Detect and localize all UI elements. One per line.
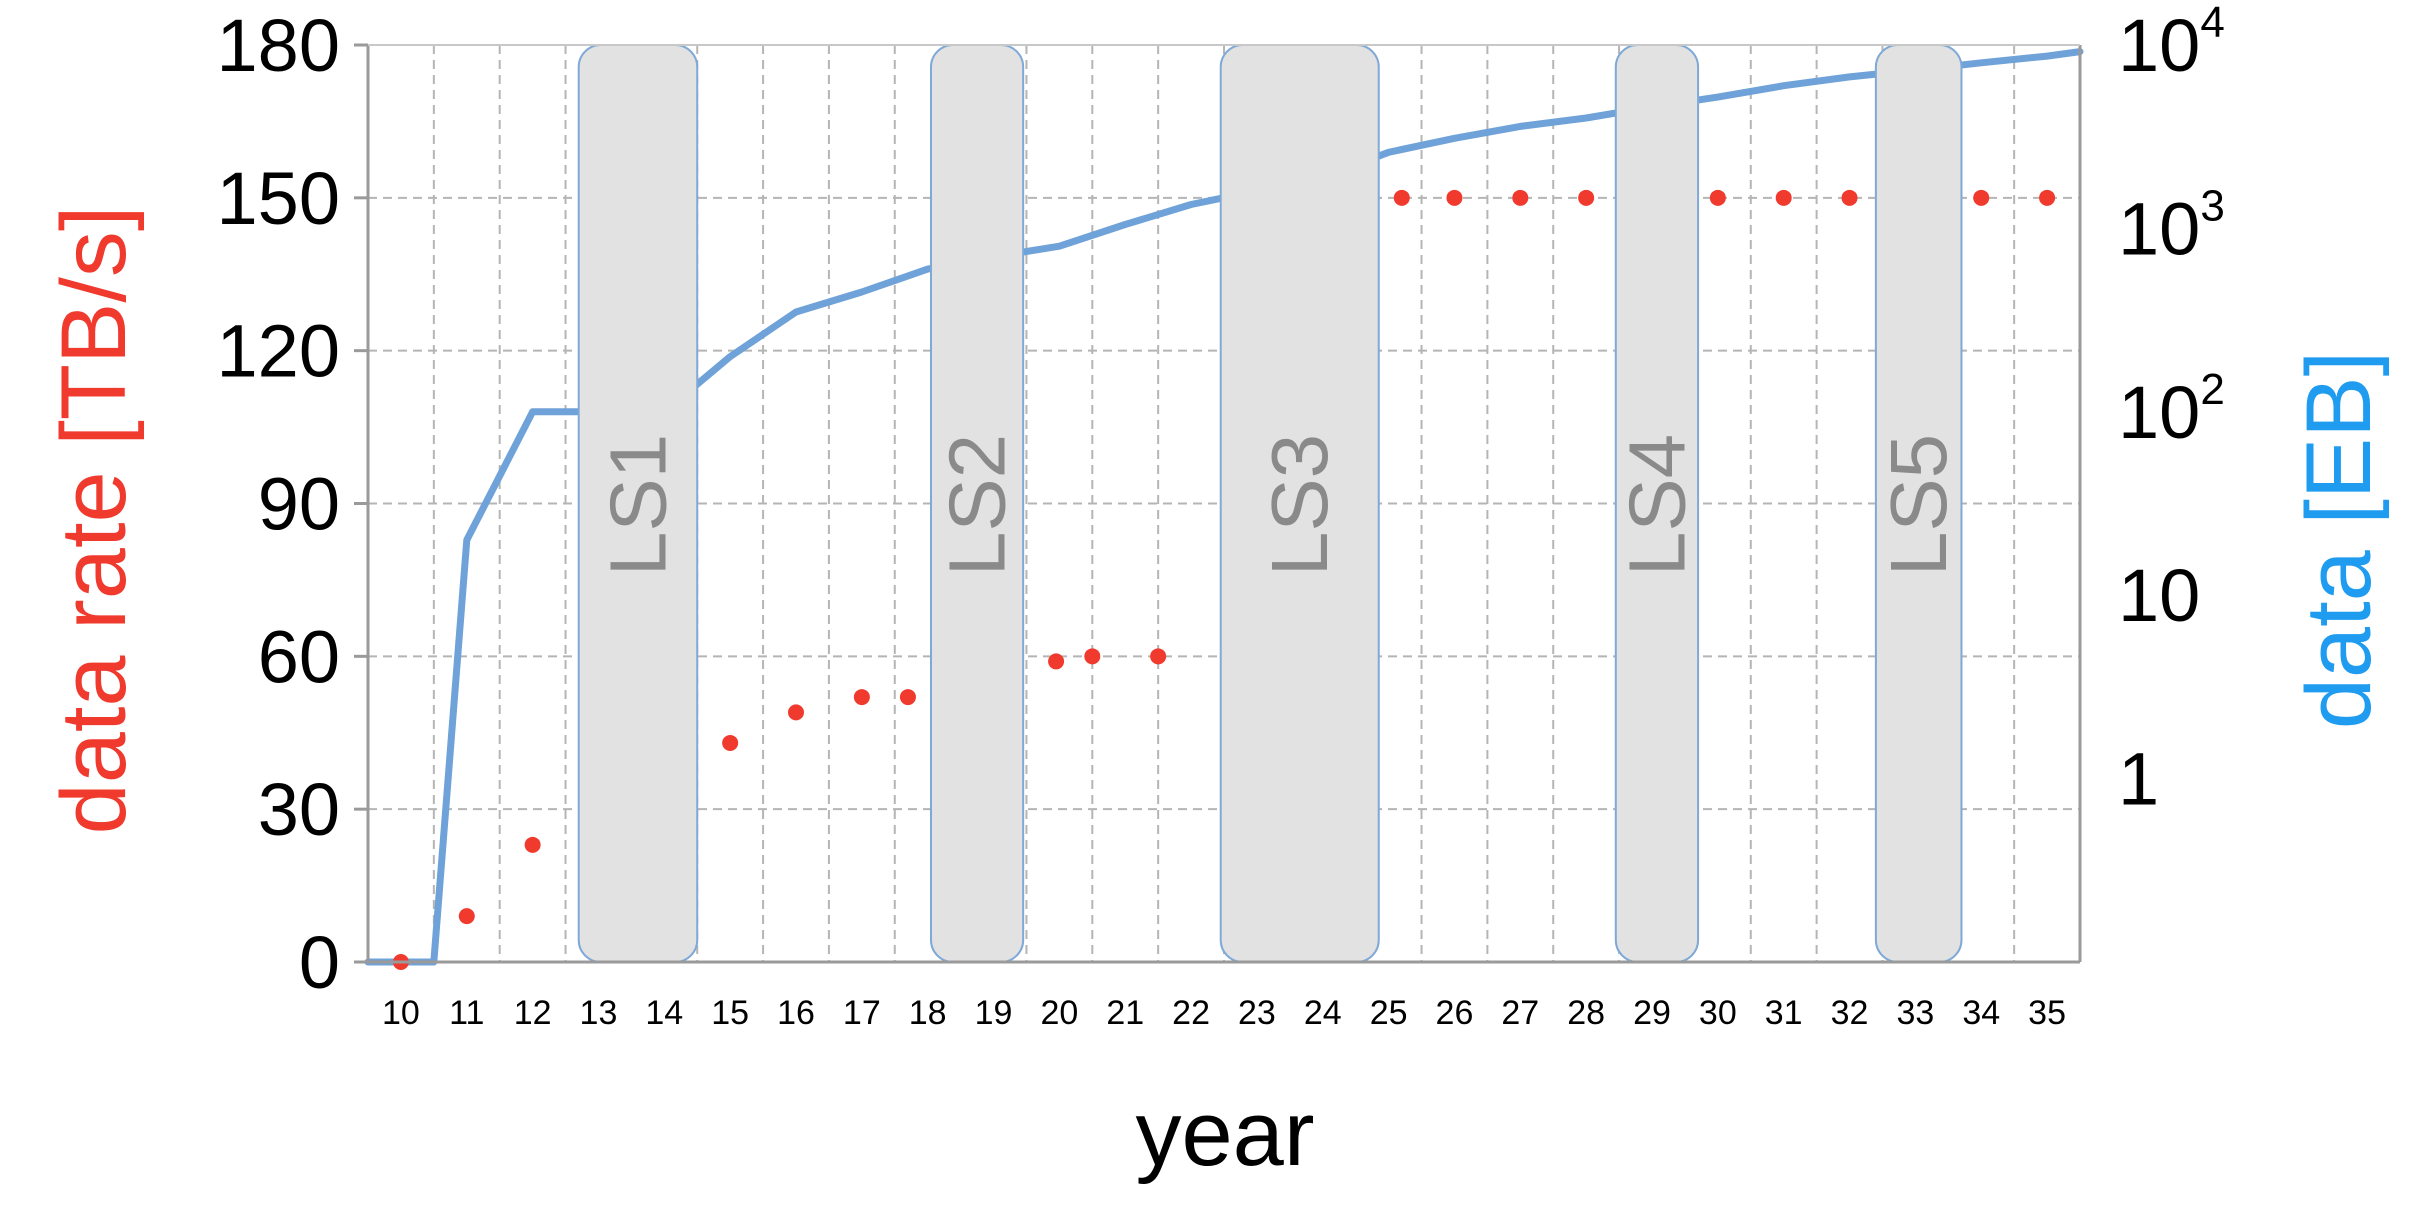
data-rate-point (1709, 189, 1726, 206)
x-tick-label: 26 (1436, 994, 1474, 1032)
x-tick-label: 16 (777, 994, 815, 1032)
left-tick-label: 0 (299, 921, 340, 1004)
right-tick-label: 103 (2118, 181, 2225, 270)
axis-titles: year data rate [TB/s] data [EB] (43, 206, 2390, 1185)
shutdown-label: LS4 (1612, 434, 1701, 576)
x-tick-label: 29 (1633, 994, 1671, 1032)
right-tick-base: 10 (2118, 4, 2200, 87)
shutdown-ls1: LS1 (577, 44, 699, 963)
right-tick-label: 10 (2118, 554, 2200, 637)
x-tick-label: 18 (909, 994, 947, 1032)
left-tick-label: 150 (217, 157, 340, 240)
right-tick-exponent: 3 (2200, 181, 2224, 230)
x-tick-label: 30 (1699, 994, 1737, 1032)
x-tick-label: 12 (514, 994, 552, 1032)
data-rate-point (722, 734, 739, 751)
data-rate-point (853, 689, 870, 706)
x-tick-label: 32 (1831, 994, 1869, 1032)
right-tick-base: 10 (2118, 554, 2200, 637)
left-tick-label: 180 (217, 4, 340, 87)
left-y-axis-title: data rate [TB/s] (43, 206, 145, 835)
shutdown-label: LS5 (1874, 434, 1963, 576)
shutdown-label: LS1 (593, 434, 682, 576)
x-tick-label: 34 (1962, 994, 2000, 1032)
x-tick-label: 27 (1501, 994, 1539, 1032)
right-tick-exponent: 4 (2200, 0, 2224, 47)
right-tick-base: 10 (2118, 187, 2200, 270)
data-rate-point (1578, 189, 1595, 206)
data-rate-point (2039, 189, 2056, 206)
x-tick-label: 28 (1567, 994, 1605, 1032)
x-tick-label: 22 (1172, 994, 1210, 1032)
x-tick-label: 23 (1238, 994, 1276, 1032)
data-rate-point (1512, 189, 1529, 206)
x-tick-label: 11 (449, 994, 484, 1032)
data-rate-point (1841, 189, 1858, 206)
x-tick-label: 19 (975, 994, 1013, 1032)
shutdown-ls2: LS2 (929, 44, 1025, 963)
data-rate-point (1084, 648, 1101, 665)
x-tick-label: 35 (2028, 994, 2066, 1032)
right-tick-label: 102 (2118, 365, 2225, 454)
right-tick-base: 10 (2118, 371, 2200, 454)
x-tick-label: 31 (1765, 994, 1803, 1032)
x-axis-title: year (1136, 1083, 1315, 1185)
data-rate-point (458, 908, 475, 925)
data-rate-point (1048, 653, 1065, 670)
data-rate-point (899, 689, 916, 706)
right-tick-label: 1 (2118, 738, 2159, 821)
data-rate-point (788, 704, 804, 721)
x-tick-label: 20 (1040, 994, 1078, 1032)
left-tick-label: 60 (258, 615, 340, 698)
shutdown-label: LS3 (1255, 434, 1344, 576)
shutdown-ls3: LS3 (1219, 44, 1380, 963)
x-tick-label: 14 (645, 994, 683, 1032)
shutdown-label: LS2 (933, 434, 1022, 576)
right-y-axis-title-unit: [EB] (2288, 351, 2390, 525)
data-rate-point (1973, 189, 1990, 206)
data-rate-point (1775, 189, 1792, 206)
left-tick-label: 30 (258, 768, 340, 851)
x-tick-label: 13 (580, 994, 618, 1032)
right-tick-base: 1 (2118, 738, 2159, 821)
left-tick-label: 90 (258, 463, 340, 546)
x-tick-label: 25 (1370, 994, 1408, 1032)
data-rate-point (1150, 648, 1167, 665)
x-tick-label: 17 (843, 994, 881, 1032)
axes (354, 43, 2082, 964)
data-rate-dots (392, 189, 2056, 970)
shutdown-boxes: LS1 LS2 LS3 LS4 LS5 (577, 44, 1963, 963)
data-rate-point (1446, 189, 1463, 206)
shutdown-ls5: LS5 (1874, 44, 1963, 963)
left-tick-label: 120 (217, 310, 340, 393)
right-tick-exponent: 2 (2200, 365, 2224, 414)
shutdown-ls4: LS4 (1612, 44, 1701, 963)
right-y-axis-title-prefix: data (2288, 525, 2390, 730)
data-rate-point (1393, 189, 1410, 206)
x-tick-label: 15 (711, 994, 749, 1032)
right-tick-label: 104 (2118, 0, 2225, 87)
x-tick-label: 10 (382, 994, 420, 1032)
data-rate-point (524, 836, 541, 853)
x-tick-label: 21 (1106, 994, 1144, 1032)
x-tick-label: 24 (1304, 994, 1342, 1032)
right-y-axis-title: data [EB] (2288, 351, 2390, 729)
x-tick-label: 33 (1896, 994, 1934, 1032)
